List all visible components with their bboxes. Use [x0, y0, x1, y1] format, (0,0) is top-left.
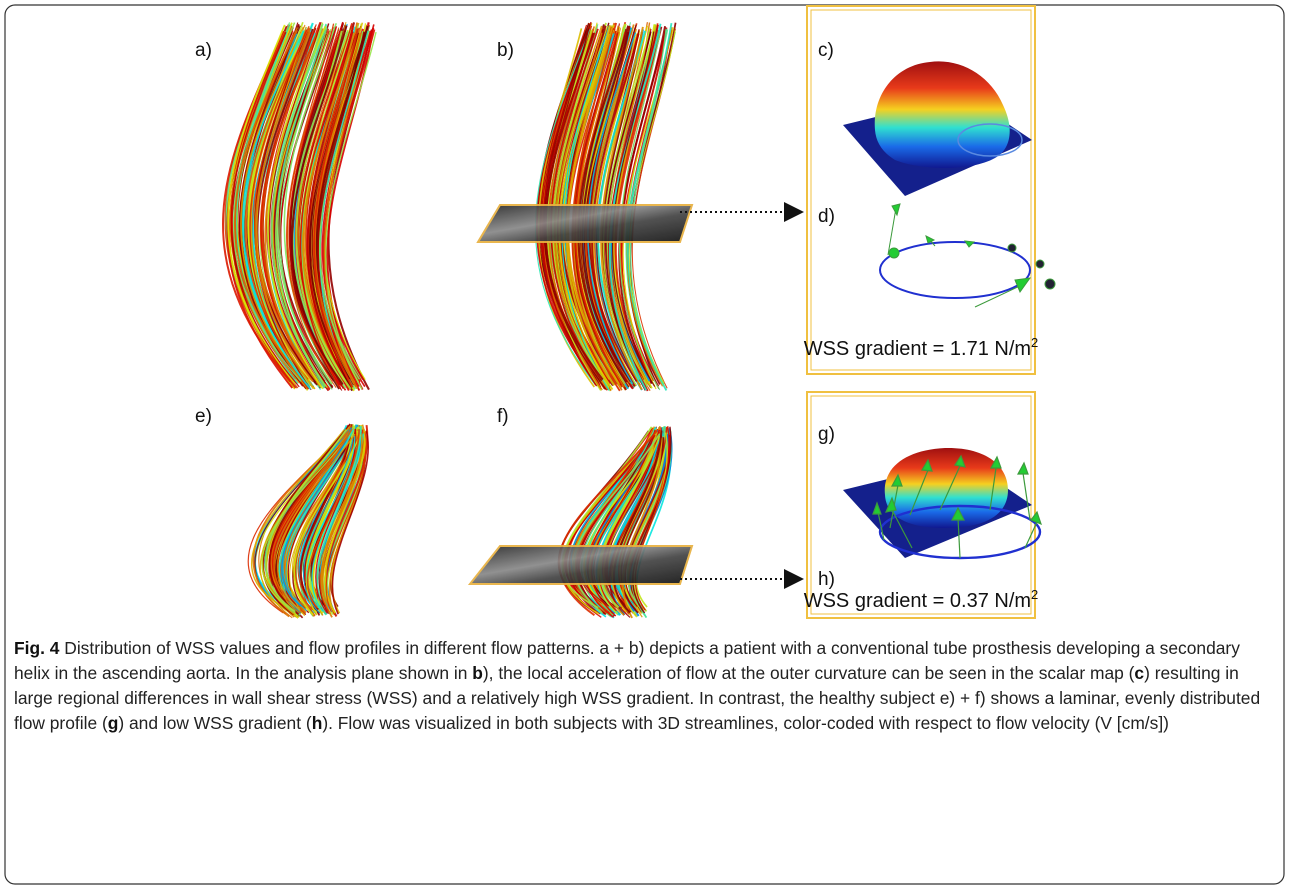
caption-label: Fig. 4	[14, 638, 59, 658]
surface-dome	[885, 448, 1008, 528]
caption-text: ) and low WSS gradient (	[118, 713, 311, 733]
caption-ref: c	[1134, 663, 1144, 683]
panel-label: a)	[195, 40, 212, 61]
wss-gradient: WSS gradient = 0.37 N/m2	[804, 587, 1039, 612]
analysis-plane	[478, 205, 692, 242]
panel-label: d)	[818, 206, 835, 227]
wss-text: WSS gradient = 0.37 N/m	[804, 590, 1031, 612]
panel-box	[807, 6, 1035, 374]
wss-text: WSS gradient = 1.71 N/m	[804, 338, 1031, 360]
surface-dome	[875, 61, 1010, 168]
figure: a) b) c) d) e) f) g) h) WSS gradient = 1…	[0, 0, 1290, 889]
panel-label: h)	[818, 569, 835, 590]
wss-superscript: 2	[1031, 587, 1038, 602]
analysis-plane	[470, 546, 692, 584]
caption-ref: h	[312, 713, 323, 733]
caption-ref: b	[472, 663, 483, 683]
panel-label: e)	[195, 406, 212, 427]
caption-text: ), the local acceleration of flow at the…	[483, 663, 1135, 683]
figure-caption: Fig. 4 Distribution of WSS values and fl…	[14, 636, 1276, 736]
caption-ref: g	[108, 713, 119, 733]
panel-label: b)	[497, 40, 514, 61]
page: {"panel_labels": ["a)", "b)", "c)", "d)"…	[0, 0, 1290, 889]
caption-text: ). Flow was visualized in both subjects …	[322, 713, 1169, 733]
panel-label: g)	[818, 424, 835, 445]
wss-gradient: WSS gradient = 1.71 N/m2	[804, 335, 1039, 360]
wss-vectors	[888, 204, 1055, 307]
wss-superscript: 2	[1031, 335, 1038, 350]
streamlines	[223, 22, 676, 618]
panel-label: c)	[818, 40, 834, 61]
panel-label: f)	[497, 406, 509, 427]
vessel-contour	[880, 242, 1030, 298]
